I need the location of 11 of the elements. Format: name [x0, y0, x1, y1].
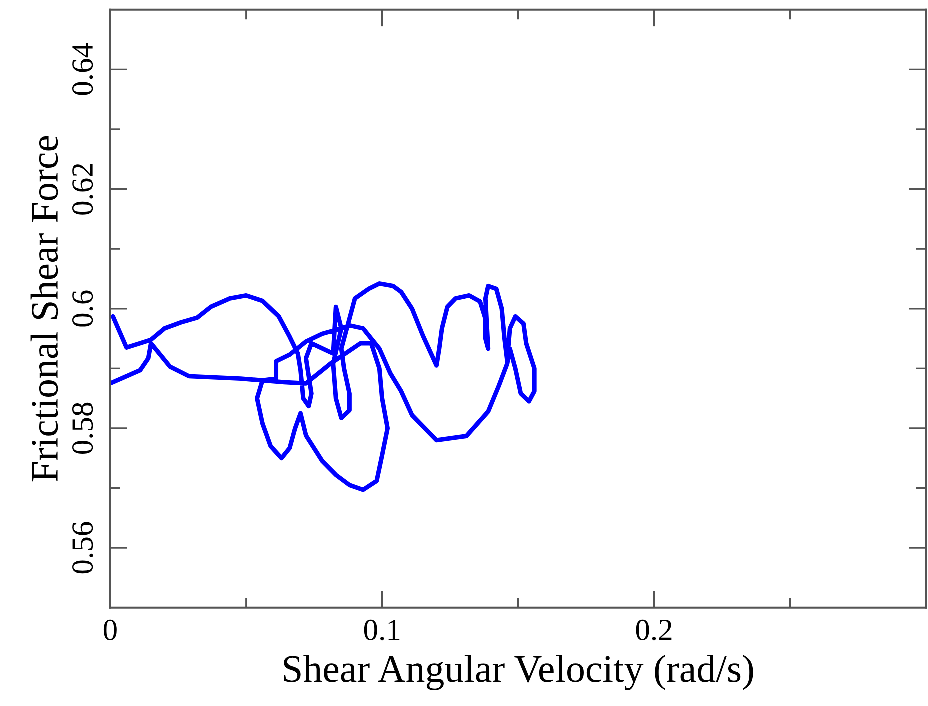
- y-tick-label: 0.64: [72, 43, 94, 96]
- x-tick-label: 0.1: [364, 620, 400, 641]
- line-series: [110, 282, 537, 492]
- x-axis-title: Shear Angular Velocity (rad/s): [284, 655, 754, 690]
- y-tick-label: 0.6: [72, 290, 94, 327]
- y-tick-label: 0.58: [72, 402, 94, 454]
- x-tick-label: 0: [104, 620, 117, 640]
- x-tick-label: 0.2: [636, 620, 672, 641]
- y-axis-title: Frictional Shear Force: [30, 136, 58, 482]
- y-tick-label: 0.56: [72, 522, 94, 574]
- y-tick-label: 0.62: [72, 164, 94, 215]
